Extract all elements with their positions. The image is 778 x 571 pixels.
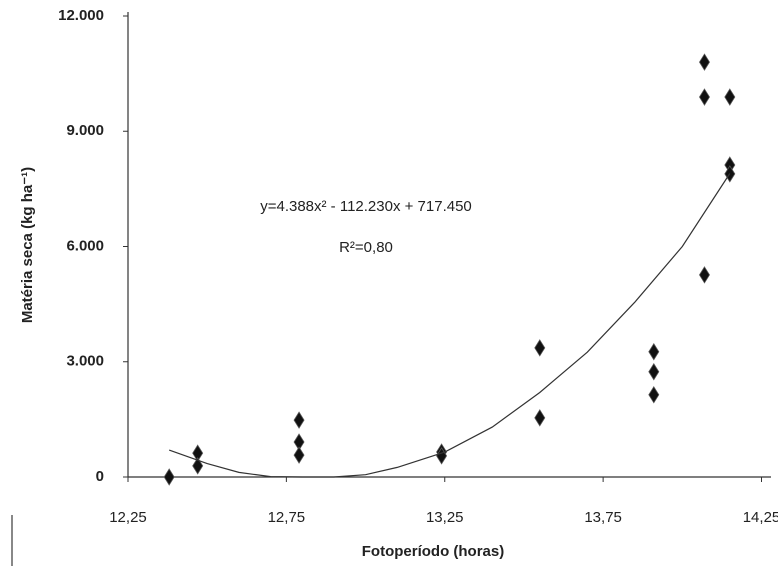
data-point (699, 88, 710, 106)
y-tick-label: 9.000 (66, 122, 104, 139)
y-tick-label: 0 (96, 468, 104, 485)
data-point (699, 266, 710, 284)
data-point (534, 339, 546, 357)
x-tick-label: 12,75 (268, 509, 306, 526)
fit-curve (168, 173, 731, 478)
x-tick-label: 13,75 (584, 509, 622, 526)
x-tick-label: 14,25 (743, 509, 778, 526)
equation: y=4.388x² - 112.230x + 717.450 (260, 198, 472, 215)
x-axis-label: Fotoperíodo (horas) (362, 543, 505, 560)
x-tick-label: 13,25 (426, 509, 464, 526)
data-point (192, 457, 204, 475)
y-axis-label: Matéria seca (kg ha⁻¹) (19, 167, 36, 323)
data-point (724, 88, 736, 106)
y-tick-label: 12.000 (58, 7, 104, 24)
r-squared: R²=0,80 (339, 239, 393, 256)
data-point (293, 411, 305, 429)
data-point (534, 409, 546, 427)
y-tick-label: 6.000 (66, 237, 104, 254)
data-point (648, 386, 660, 404)
data-point (163, 468, 175, 486)
data-point (293, 446, 305, 464)
x-tick-label: 12,25 (109, 509, 147, 526)
data-point (648, 343, 660, 361)
y-tick-label: 3.000 (66, 353, 104, 370)
data-point (699, 53, 710, 71)
data-point (648, 362, 660, 381)
